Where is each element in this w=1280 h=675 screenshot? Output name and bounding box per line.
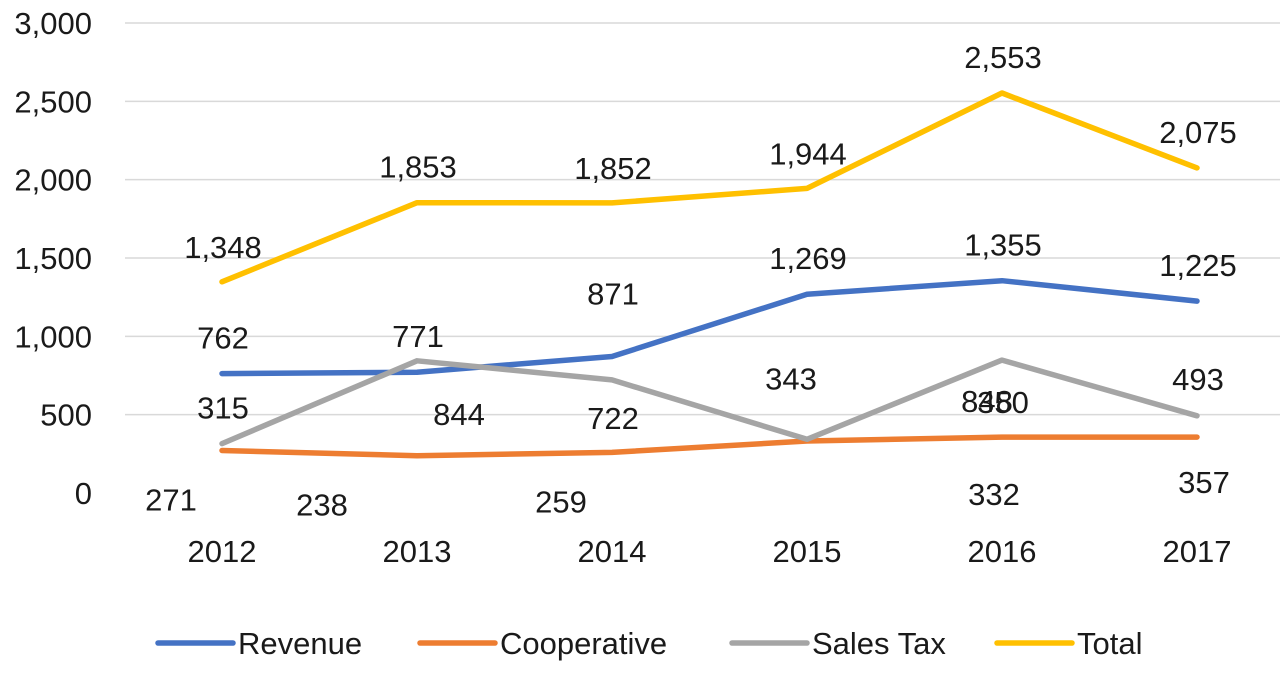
data-label: 762 [197, 321, 249, 356]
legend-label: Total [1077, 626, 1142, 661]
y-tick-label: 500 [40, 398, 92, 433]
data-label: 771 [392, 319, 444, 354]
y-axis-ticks: 0 500 1,000 1,500 2,000 2,500 3,000 [14, 6, 92, 511]
legend-label: Revenue [238, 626, 362, 661]
data-label: 343 [765, 361, 817, 396]
x-tick-label: 2014 [578, 534, 647, 569]
legend-label: Sales Tax [812, 626, 946, 661]
legend: Revenue Cooperative Sales Tax Total [155, 626, 1142, 661]
series-line-sales-tax [219, 357, 1200, 447]
data-label: 493 [1172, 362, 1224, 397]
x-tick-label: 2013 [383, 534, 452, 569]
series-line-cooperative [219, 434, 1200, 459]
x-tick-label: 2017 [1163, 534, 1232, 569]
y-tick-label: 1,500 [14, 241, 92, 276]
data-label: 1,852 [574, 151, 652, 186]
y-tick-label: 2,000 [14, 163, 92, 198]
data-label: 259 [535, 484, 587, 519]
y-tick-label: 0 [75, 476, 92, 511]
data-label: 2,553 [964, 40, 1042, 75]
data-label: 1,269 [769, 241, 847, 276]
data-label: 1,355 [964, 228, 1042, 263]
data-label: 238 [296, 488, 348, 523]
data-labels: 762 771 871 1,269 1,355 1,225 271 238 259 332 357 3… [145, 40, 1237, 523]
series-line-revenue [219, 277, 1200, 377]
data-label: 848 [961, 384, 1013, 419]
data-label: 1,225 [1159, 248, 1237, 283]
data-label: 1,944 [769, 136, 847, 171]
x-axis-ticks: 2012 2013 2014 2015 2016 2017 [188, 534, 1232, 569]
data-label: 315 [197, 391, 249, 426]
gridlines [125, 22, 1280, 416]
data-label: 871 [587, 277, 639, 312]
data-label: 332 [968, 477, 1020, 512]
x-tick-label: 2012 [188, 534, 257, 569]
data-label: 271 [145, 483, 197, 518]
legend-label: Cooperative [500, 626, 667, 661]
x-tick-label: 2016 [968, 534, 1037, 569]
x-tick-label: 2015 [773, 534, 842, 569]
data-label: 1,853 [379, 150, 457, 185]
y-tick-label: 3,000 [14, 6, 92, 41]
data-label: 1,348 [184, 230, 262, 265]
data-label: 2,075 [1159, 115, 1237, 150]
data-label: 350 [977, 385, 1029, 420]
data-label: 722 [587, 401, 639, 436]
series-line-total [219, 90, 1200, 285]
data-label: 357 [1178, 465, 1230, 500]
data-label: 844 [433, 397, 485, 432]
y-tick-label: 1,000 [14, 319, 92, 354]
series-lines [219, 90, 1200, 459]
y-tick-label: 2,500 [14, 84, 92, 119]
